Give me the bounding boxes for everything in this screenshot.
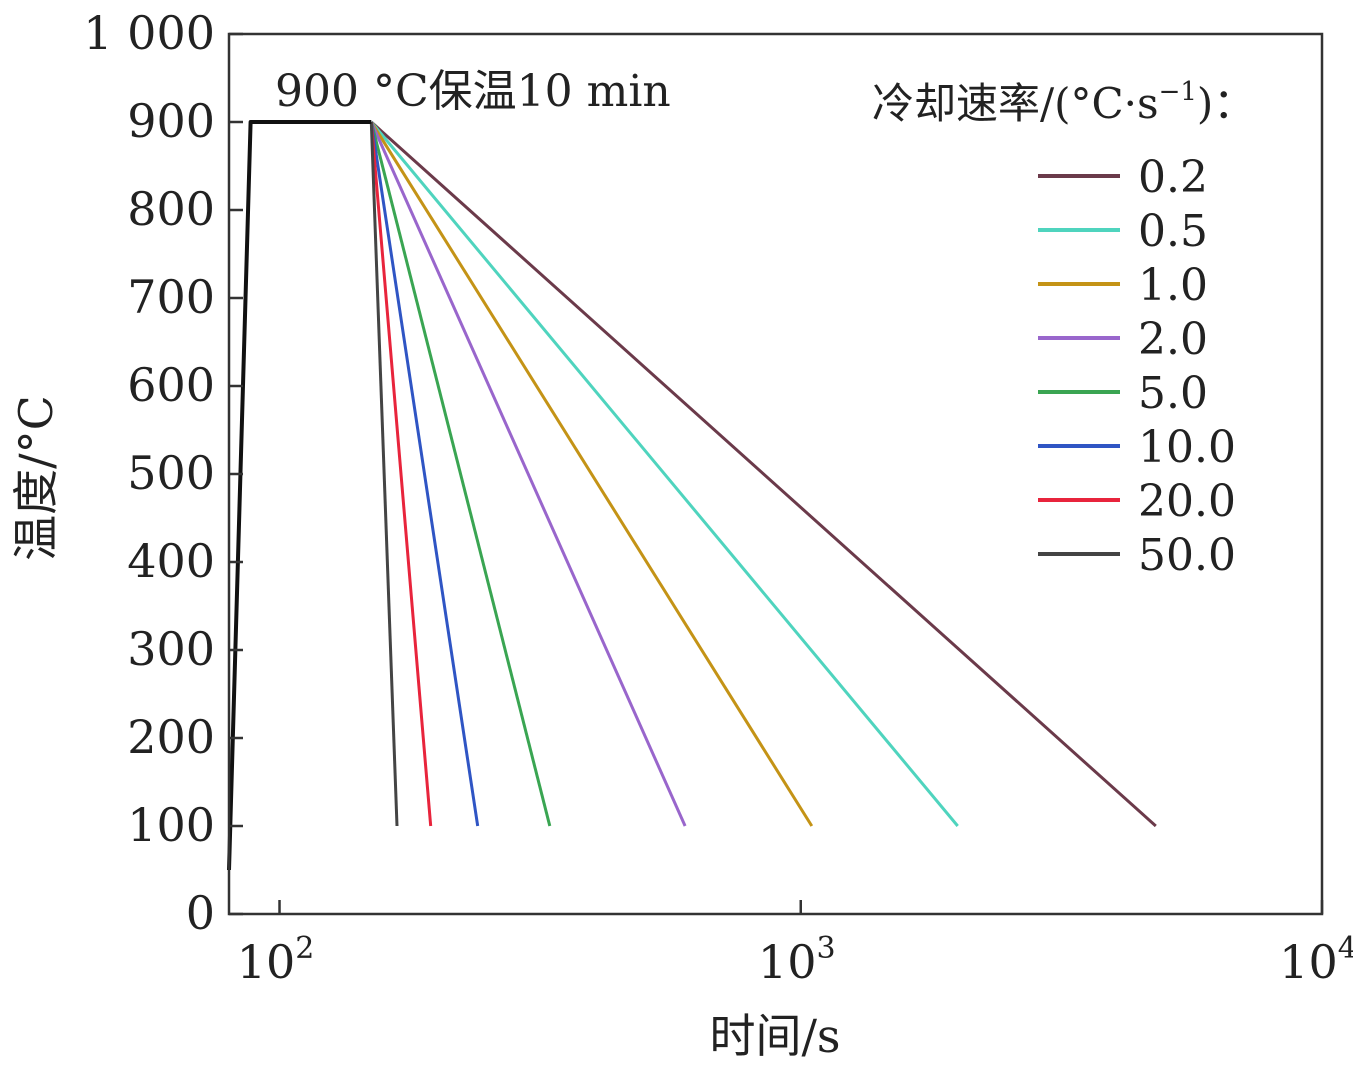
plot-area <box>227 120 1157 871</box>
y-tick-label: 100 <box>127 798 215 852</box>
legend: 0.20.51.02.05.010.020.050.0 <box>1038 152 1236 581</box>
legend-label-2.0: 2.0 <box>1138 314 1208 365</box>
series-line-2.0 <box>369 121 687 827</box>
y-tick-label: 200 <box>127 710 215 764</box>
x-tick-label: 104 <box>1279 931 1353 989</box>
y-tick-label: 700 <box>127 270 215 324</box>
x-tick-label: 102 <box>237 931 315 989</box>
legend-label-5.0: 5.0 <box>1138 368 1208 419</box>
series-line-10.0 <box>369 121 480 827</box>
series-line-0.5 <box>370 121 959 827</box>
legend-label-0.5: 0.5 <box>1138 206 1208 257</box>
x-axis: 102 103 104 <box>237 900 1353 989</box>
series-line-50.0 <box>369 121 399 827</box>
y-tick-label: 400 <box>127 534 215 588</box>
legend-title-superscript: −1 <box>1159 77 1197 107</box>
y-axis: 0 100 200 300 400 500 600 700 800 900 1 000 <box>83 6 243 940</box>
y-tick-label: 800 <box>127 182 215 236</box>
y-tick-label: 900 <box>127 94 215 148</box>
legend-title: 冷却速率/(°C·s−1)： <box>872 77 1255 128</box>
series-line-20.0 <box>369 121 433 827</box>
y-tick-label: 0 <box>186 886 215 940</box>
legend-label-1.0: 1.0 <box>1138 260 1208 311</box>
x-tick-label: 103 <box>758 931 836 989</box>
y-tick-label: 500 <box>127 446 215 500</box>
y-tick-label: 1 000 <box>83 6 215 60</box>
hold-annotation: 900 °C保温10 min <box>275 66 671 117</box>
series-line-0.2 <box>370 120 1157 828</box>
y-tick-label: 600 <box>127 358 215 412</box>
legend-label-0.2: 0.2 <box>1138 152 1208 203</box>
y-tick-label: 300 <box>127 622 215 676</box>
x-axis-title: 时间/s <box>709 1009 840 1063</box>
heating-hold-line <box>227 120 372 871</box>
y-axis-title: 温度/°C <box>9 395 63 561</box>
legend-label-20.0: 20.0 <box>1138 476 1236 527</box>
legend-label-50.0: 50.0 <box>1138 530 1236 581</box>
series-line-5.0 <box>369 121 552 827</box>
legend-label-10.0: 10.0 <box>1138 422 1236 473</box>
series-line-1.0 <box>370 121 814 827</box>
